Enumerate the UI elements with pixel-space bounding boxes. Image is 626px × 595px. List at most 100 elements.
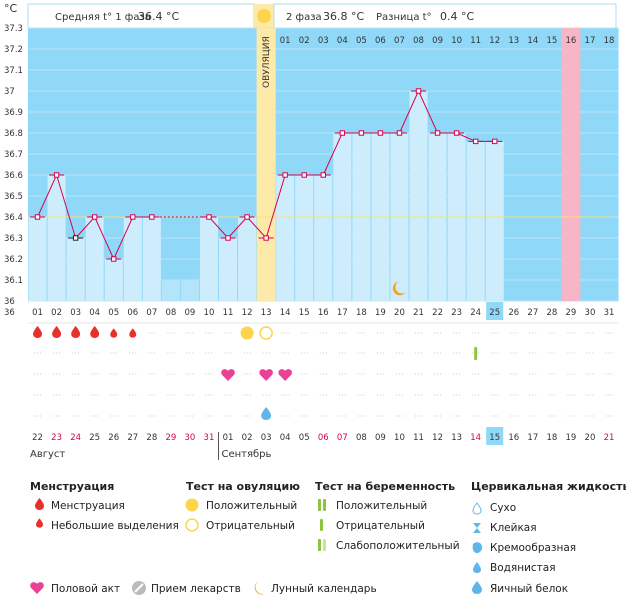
grid-dot xyxy=(510,394,512,396)
grid-dot xyxy=(192,394,194,396)
grid-dot xyxy=(192,352,194,354)
cycle-day-label: 29 xyxy=(566,308,577,318)
grid-dot xyxy=(472,352,474,354)
grid-dot xyxy=(284,415,286,417)
temperature-point xyxy=(91,214,98,220)
grid-dot xyxy=(611,352,613,354)
temperature-point xyxy=(492,138,498,145)
grid-dot xyxy=(494,394,496,396)
grid-dot xyxy=(478,394,480,396)
temperature-point xyxy=(396,130,403,136)
grid-dot xyxy=(382,415,385,417)
grid-dot xyxy=(439,332,442,334)
grid-dot xyxy=(303,394,305,396)
grid-dot xyxy=(494,415,496,417)
grid-dot xyxy=(211,352,213,354)
temperature-point xyxy=(263,235,269,241)
y-tick-label: 36.4 xyxy=(4,213,23,223)
legend-ovulation-negative: Отрицательный xyxy=(206,520,295,532)
grid-dot xyxy=(398,332,401,334)
grid-dot xyxy=(300,415,302,417)
grid-dot xyxy=(186,394,188,396)
grid-dot xyxy=(135,373,137,375)
empty-day-bar xyxy=(180,280,199,301)
grid-dot xyxy=(129,394,131,396)
legend-cervical-eggwhite: Яичный белок xyxy=(490,583,568,595)
grid-dot xyxy=(110,415,112,417)
grid-dot xyxy=(456,394,458,396)
sun-positive-icon xyxy=(240,326,254,340)
y-tick-label: 37.2 xyxy=(4,45,23,55)
grid-dot xyxy=(230,415,232,417)
phase1-label: Средняя t° 1 фаза xyxy=(55,12,151,23)
temperature-bar xyxy=(466,141,485,301)
grid-dot xyxy=(497,373,499,375)
grid-dot xyxy=(154,332,156,334)
grid-dot xyxy=(592,394,594,396)
grid-dot xyxy=(510,352,512,354)
calendar-date: 31 xyxy=(204,433,215,443)
grid-dot xyxy=(608,332,610,334)
grid-dot xyxy=(608,394,610,396)
grid-dot xyxy=(189,352,191,354)
calendar-date: 16 xyxy=(508,433,519,443)
cycle-day-label: 10 xyxy=(204,308,215,318)
legend-menstruation-title: Менструация xyxy=(30,480,114,493)
grid-dot xyxy=(360,373,362,375)
grid-dot xyxy=(300,394,302,396)
grid-dot xyxy=(605,394,607,396)
grid-dot xyxy=(268,394,270,396)
grid-dot xyxy=(433,352,436,354)
calendar-date: 01 xyxy=(223,433,234,443)
grid-dot xyxy=(494,352,496,354)
grid-dot xyxy=(78,394,80,396)
grid-dot xyxy=(439,415,442,417)
diff-value: 0.4 °C xyxy=(440,10,474,23)
legend-cervical-dry: Сухо xyxy=(490,502,516,514)
grid-dot xyxy=(36,415,39,417)
grid-dot xyxy=(91,415,93,417)
cycle-day-label: 09 xyxy=(185,308,196,318)
grid-dot xyxy=(398,352,401,354)
grid-dot xyxy=(611,373,613,375)
grid-dot xyxy=(249,394,251,396)
grid-dot xyxy=(338,394,340,396)
grid-dot xyxy=(116,415,118,417)
grid-dot xyxy=(55,352,58,354)
legend-cervical-sticky: Клейкая xyxy=(490,522,537,534)
cervical-eggwhite-icon xyxy=(472,581,482,594)
grid-dot xyxy=(116,394,118,396)
grid-dot xyxy=(97,394,99,396)
grid-dot xyxy=(433,332,436,334)
temperature-point xyxy=(111,256,117,262)
grid-dot xyxy=(567,415,569,417)
cycle-day-label: 13 xyxy=(261,308,272,318)
current-day-box xyxy=(486,302,504,320)
calendar-date: 02 xyxy=(242,433,253,443)
grid-dot xyxy=(475,332,477,334)
temperature-point xyxy=(130,214,136,220)
sun-positive-icon xyxy=(185,498,199,512)
cervical-dry-icon xyxy=(472,502,482,515)
temperature-point xyxy=(149,214,155,220)
calendar-date: 29 xyxy=(165,433,176,443)
temperature-point xyxy=(34,214,41,220)
calendar-date: 14 xyxy=(470,433,481,443)
grid-dot xyxy=(338,352,340,354)
temperature-point xyxy=(206,214,212,220)
grid-dot xyxy=(322,332,324,334)
grid-dot xyxy=(360,415,362,417)
grid-dot xyxy=(189,332,191,334)
grid-dot xyxy=(567,373,569,375)
grid-dot xyxy=(52,415,55,417)
grid-dot xyxy=(94,415,96,417)
grid-dot xyxy=(401,332,404,334)
grid-dot xyxy=(148,352,150,354)
grid-dot xyxy=(379,332,382,334)
grid-dot xyxy=(230,352,232,354)
grid-dot xyxy=(148,415,150,417)
grid-dot xyxy=(94,373,96,375)
blood-small-icon xyxy=(129,328,137,338)
grid-dot xyxy=(135,415,137,417)
cycle-day-label: 18 xyxy=(356,308,367,318)
